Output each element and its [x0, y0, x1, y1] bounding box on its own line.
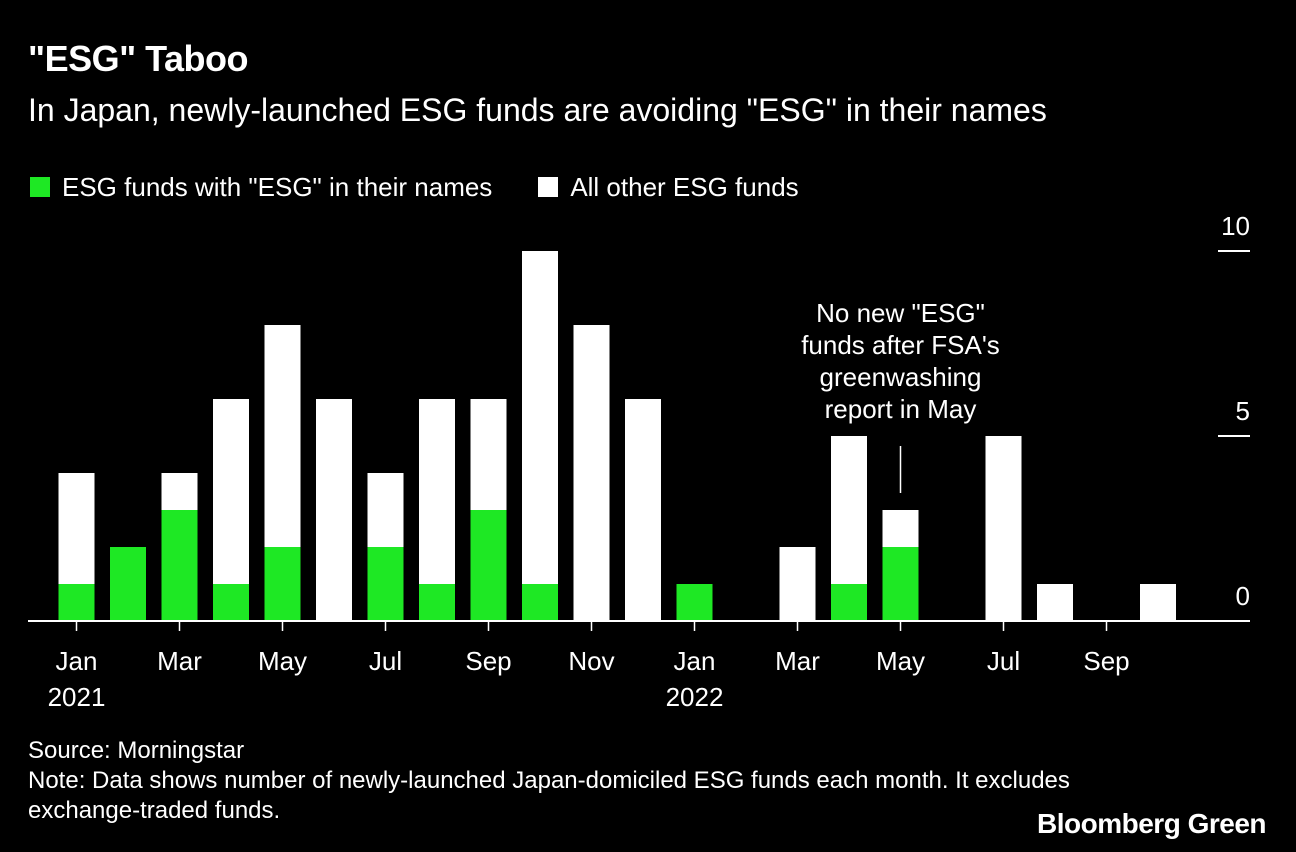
annotation-text-line: greenwashing	[820, 362, 982, 392]
x-tick-label-sep: Sep	[465, 646, 511, 676]
footer: Source: Morningstar Note: Data shows num…	[28, 736, 1228, 826]
bar-other-sep-2021	[470, 399, 507, 510]
x-tick-year-2021: 2021	[48, 682, 106, 712]
bar-esg-named-mar-2021	[161, 510, 198, 621]
bar-other-jul-2021	[367, 473, 404, 547]
x-axis: Jan 2021 Mar May Jul Sep Nov Jan 2022 Mar May Jul Se…	[28, 620, 1250, 712]
x-tick-label-mar: Mar	[775, 646, 820, 676]
y-tick-label-0: 0	[1236, 581, 1250, 611]
annotation-group: No new "ESG"funds after FSA'sgreenwashin…	[801, 298, 1000, 493]
legend-item-esg-named: ESG funds with "ESG" in their names	[30, 172, 492, 203]
note-text-line1: Note: Data shows number of newly-launche…	[28, 767, 1070, 794]
bar-other-apr-2022	[831, 436, 867, 584]
x-tick-label-jan: Jan	[56, 646, 98, 676]
y-tick-label-5: 5	[1236, 396, 1250, 426]
bar-esg-named-apr-2021	[213, 584, 249, 621]
x-tick-label-nov: Nov	[568, 646, 614, 676]
bar-esg-named-feb-2021	[110, 547, 146, 621]
source-text: Source: Morningstar	[28, 737, 245, 764]
bar-esg-named-may-2022	[882, 547, 919, 621]
bars-group	[58, 251, 1176, 621]
stacked-bar-chart: 0 5 10 Jan 2021 Mar May Jul Sep Nov Jan 2022 Mar May…	[28, 211, 1250, 712]
chart-title: "ESG" Taboo	[28, 38, 248, 79]
legend: ESG funds with "ESG" in their names All …	[30, 170, 845, 204]
bar-other-may-2022	[882, 510, 919, 547]
bar-esg-named-aug-2021	[419, 584, 455, 621]
bar-other-mar-2021	[161, 473, 198, 510]
y-tick-label-10: 10	[1221, 211, 1250, 241]
y-axis: 0 5 10	[1218, 211, 1250, 611]
x-tick-label-may: May	[876, 646, 925, 676]
bar-other-nov-2021	[573, 325, 610, 621]
bar-esg-named-apr-2022	[831, 584, 867, 621]
brand-logo-text: Bloomberg Green	[1037, 808, 1266, 839]
legend-label-other: All other ESG funds	[570, 171, 799, 202]
note-text-line2: exchange-traded funds.	[28, 797, 281, 824]
x-tick-label-jul: Jul	[369, 646, 402, 676]
bar-other-jun-2021	[316, 399, 352, 621]
legend-label-esg-named: ESG funds with "ESG" in their names	[62, 171, 493, 202]
x-tick-label-sep: Sep	[1083, 646, 1129, 676]
bar-other-apr-2021	[213, 399, 249, 584]
legend-swatch-white	[538, 177, 559, 197]
legend-item-other: All other ESG funds	[538, 171, 799, 203]
bar-other-may-2021	[264, 325, 301, 547]
bar-other-aug-2022	[1037, 584, 1073, 621]
bar-other-jul-2022	[985, 436, 1022, 621]
bar-other-mar-2022	[779, 547, 816, 621]
x-tick-label-mar: Mar	[157, 646, 202, 676]
bar-esg-named-jan-2022	[676, 584, 713, 621]
x-tick-label-jan: Jan	[674, 646, 716, 676]
bar-esg-named-sep-2021	[470, 510, 507, 621]
x-tick-label-jul: Jul	[987, 646, 1020, 676]
chart-subtitle: In Japan, newly-launched ESG funds are a…	[28, 92, 1047, 128]
bar-other-aug-2021	[419, 399, 455, 584]
x-tick-year-2022: 2022	[666, 682, 724, 712]
bar-esg-named-jan-2021	[58, 584, 95, 621]
annotation-text-line: funds after FSA's	[801, 330, 1000, 360]
legend-swatch-green	[30, 177, 50, 197]
bar-other-oct-2021	[522, 251, 558, 584]
annotation-text-line: No new "ESG"	[816, 298, 985, 328]
bar-esg-named-jul-2021	[367, 547, 404, 621]
bar-esg-named-oct-2021	[522, 584, 558, 621]
bar-other-jan-2021	[58, 473, 95, 584]
bar-esg-named-may-2021	[264, 547, 301, 621]
x-tick-label-may: May	[258, 646, 307, 676]
bar-other-dec-2021	[625, 399, 661, 621]
bar-other-oct-2022	[1140, 584, 1176, 621]
annotation-text-line: report in May	[825, 394, 977, 424]
